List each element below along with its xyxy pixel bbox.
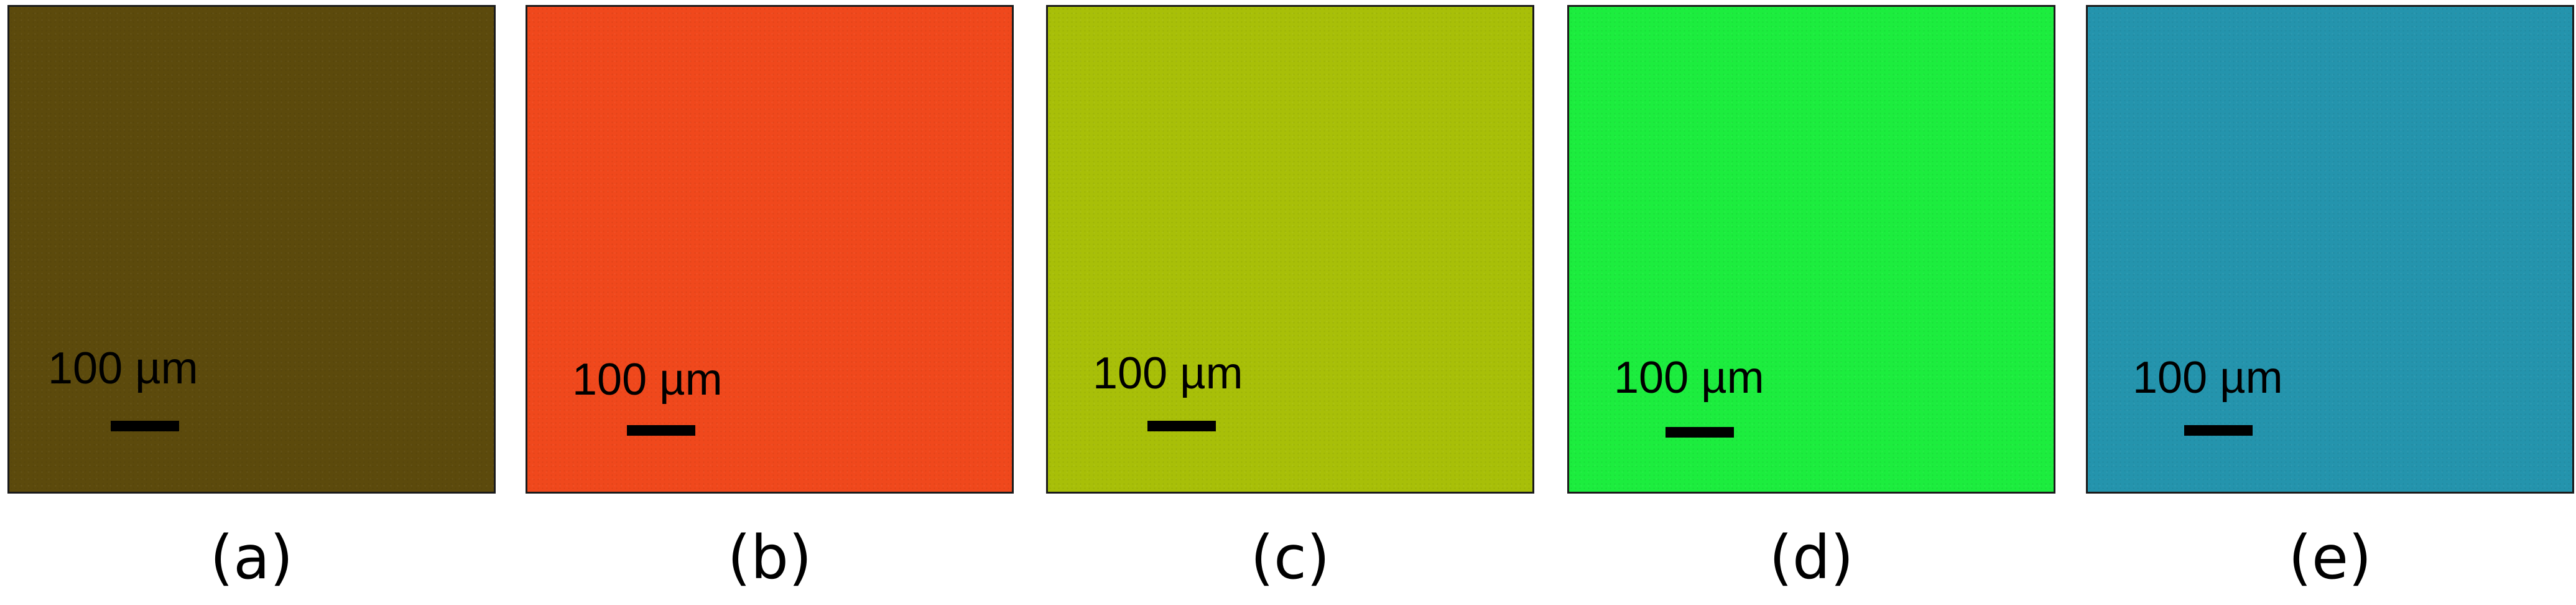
panel-texture bbox=[1048, 7, 1532, 492]
panel-caption-e: (e) bbox=[2288, 523, 2372, 593]
scale-bar-label: 100 µm bbox=[1614, 353, 1764, 403]
micrograph-panel-a: 100 µm bbox=[7, 5, 496, 494]
scale-bar bbox=[1147, 421, 1216, 431]
panel-texture bbox=[527, 7, 1012, 492]
scale-bar-label: 100 µm bbox=[48, 344, 198, 393]
scale-bar bbox=[627, 425, 695, 436]
scale-bar bbox=[2184, 425, 2253, 436]
scale-bar bbox=[111, 421, 179, 431]
panel-caption-c: (c) bbox=[1250, 523, 1330, 593]
scale-bar-label: 100 µm bbox=[2133, 353, 2283, 403]
panel-caption-b: (b) bbox=[727, 523, 812, 593]
panel-caption-d: (d) bbox=[1769, 523, 1854, 593]
panel-texture bbox=[9, 7, 494, 492]
micrograph-panel-e: 100 µm bbox=[2086, 5, 2574, 494]
panel-caption-a: (a) bbox=[210, 523, 294, 593]
scale-bar-label: 100 µm bbox=[572, 355, 723, 405]
micrograph-panel-c: 100 µm bbox=[1046, 5, 1534, 494]
panel-texture bbox=[2088, 7, 2572, 492]
micrograph-panel-d: 100 µm bbox=[1567, 5, 2055, 494]
micrograph-panel-b: 100 µm bbox=[526, 5, 1014, 494]
panel-texture bbox=[1569, 7, 2054, 492]
scale-bar-label: 100 µm bbox=[1093, 349, 1243, 398]
scale-bar bbox=[1666, 427, 1734, 438]
